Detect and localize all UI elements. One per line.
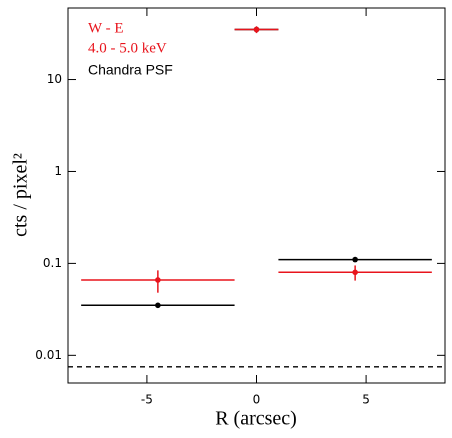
x-tick-label: 5	[362, 393, 370, 407]
data-point	[155, 302, 161, 309]
data-point	[155, 277, 161, 283]
annotation: 4.0 - 5.0 keV	[88, 40, 167, 56]
y-axis-label: cts / pixel²	[10, 153, 32, 237]
data-point	[352, 269, 358, 276]
y-tick-label: 10	[47, 72, 62, 86]
legend-entry: Chandra PSF	[88, 62, 173, 78]
y-tick-label: 1	[54, 164, 62, 178]
x-tick-label: -5	[141, 393, 153, 407]
y-tick-label: 0.01	[35, 348, 62, 362]
data-point	[352, 256, 358, 263]
legend-entry: W - E	[88, 20, 124, 36]
data-point	[253, 26, 260, 33]
x-axis-label: R (arcsec)	[215, 408, 297, 430]
y-tick-label: 0.1	[43, 256, 62, 270]
x-tick-label: 0	[253, 393, 261, 407]
